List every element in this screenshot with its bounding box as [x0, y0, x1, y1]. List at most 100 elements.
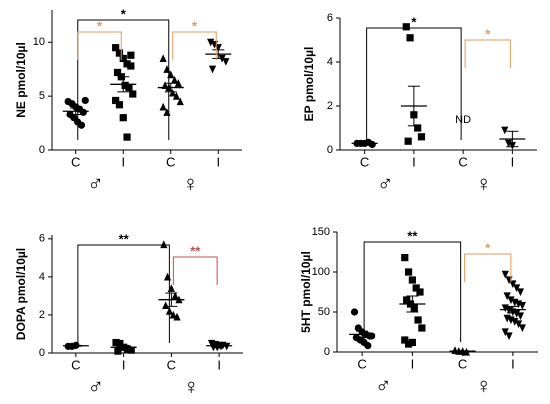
x-tick-label: I	[217, 357, 221, 372]
significance-label: *	[192, 18, 198, 33]
point	[518, 324, 526, 333]
point	[127, 62, 135, 70]
missing-label: ND	[455, 114, 471, 126]
significance-label: *	[485, 240, 491, 255]
significance-bracket	[172, 256, 218, 285]
y-axis-label: NE pmol/10µl	[14, 42, 28, 118]
point	[404, 340, 413, 348]
x-tick-label: I	[216, 154, 220, 169]
significance-label: *	[411, 14, 417, 29]
y-tick-label: 100	[312, 266, 330, 278]
point	[418, 324, 426, 332]
point	[169, 310, 177, 319]
significance-bracket	[363, 241, 462, 342]
point	[403, 296, 411, 304]
point	[172, 92, 181, 100]
x-tick-label: C	[167, 357, 176, 372]
point	[412, 284, 420, 292]
y-tick-label: 2	[327, 100, 333, 112]
point	[417, 133, 426, 141]
point	[364, 342, 372, 350]
point	[222, 58, 230, 66]
point	[207, 38, 215, 47]
significance-bracket	[366, 27, 462, 140]
x-tick-label: C	[357, 356, 366, 371]
point	[162, 301, 170, 310]
point	[414, 316, 422, 324]
point	[402, 23, 410, 31]
point	[511, 318, 519, 326]
point	[408, 338, 416, 346]
significance-label: **	[119, 231, 130, 246]
point	[401, 254, 409, 262]
y-tick-label: 0	[39, 347, 45, 359]
point	[516, 288, 525, 297]
significance-label: *	[485, 26, 491, 41]
point	[163, 272, 172, 281]
point	[223, 342, 231, 351]
point	[414, 124, 422, 132]
y-tick-label: 50	[318, 306, 330, 318]
point	[173, 312, 181, 321]
point	[115, 101, 124, 109]
point	[159, 54, 167, 63]
x-tick-label: I	[412, 154, 416, 169]
y-tick-label: 5	[39, 90, 45, 102]
point	[127, 51, 135, 59]
y-tick-label: 6	[39, 233, 45, 245]
x-tick-label: C	[166, 154, 175, 169]
point	[504, 139, 513, 148]
group-label: ♂	[87, 171, 104, 196]
y-axis-label: 5HT pmol/10µl	[299, 251, 313, 333]
group-label: ♀	[183, 374, 200, 399]
significance-bracket	[77, 31, 122, 60]
point	[116, 339, 124, 348]
group-label: ♂	[375, 373, 392, 398]
y-tick-label: 0	[39, 144, 45, 156]
group-label: ♀	[476, 373, 493, 398]
x-tick-label: C	[458, 154, 467, 169]
x-tick-label: I	[122, 357, 126, 372]
significance-bracket	[464, 39, 511, 68]
group-label: ♀	[182, 171, 199, 196]
y-axis-label: DOPA pmol/10µl	[14, 248, 28, 340]
point	[514, 320, 523, 329]
y-tick-label: 2	[39, 309, 45, 321]
point	[121, 81, 129, 89]
point	[350, 308, 359, 316]
significance-bracket	[77, 19, 170, 140]
panel: 0 2 4 6 DOPA pmol/10µl C I C I ♂ ♀ ** **	[14, 231, 243, 399]
point	[160, 240, 168, 249]
y-tick-label: 6	[327, 12, 333, 24]
point	[501, 270, 509, 279]
significance-label: *	[97, 18, 103, 33]
point	[507, 296, 515, 305]
significance-label: **	[407, 228, 418, 243]
point	[406, 34, 414, 42]
significance-bracket	[77, 244, 170, 343]
x-tick-label: C	[71, 357, 80, 372]
point	[119, 114, 127, 122]
point	[404, 268, 413, 276]
significance-label: *	[121, 6, 127, 21]
point	[176, 97, 184, 106]
y-tick-label: 10	[33, 36, 45, 48]
point	[163, 65, 171, 73]
point	[401, 336, 409, 344]
significance-bracket	[172, 31, 217, 60]
point	[125, 83, 133, 92]
point	[174, 79, 182, 87]
point	[115, 49, 124, 57]
point	[501, 328, 509, 337]
point	[167, 284, 175, 292]
point	[171, 291, 179, 300]
y-tick-label: 0	[324, 346, 330, 358]
x-tick-label: C	[71, 154, 80, 169]
point	[129, 90, 137, 98]
y-tick-label: 4	[39, 271, 45, 283]
point	[114, 347, 122, 355]
significance-bracket	[464, 253, 512, 282]
point	[404, 137, 412, 145]
group-label: ♂	[88, 374, 105, 399]
